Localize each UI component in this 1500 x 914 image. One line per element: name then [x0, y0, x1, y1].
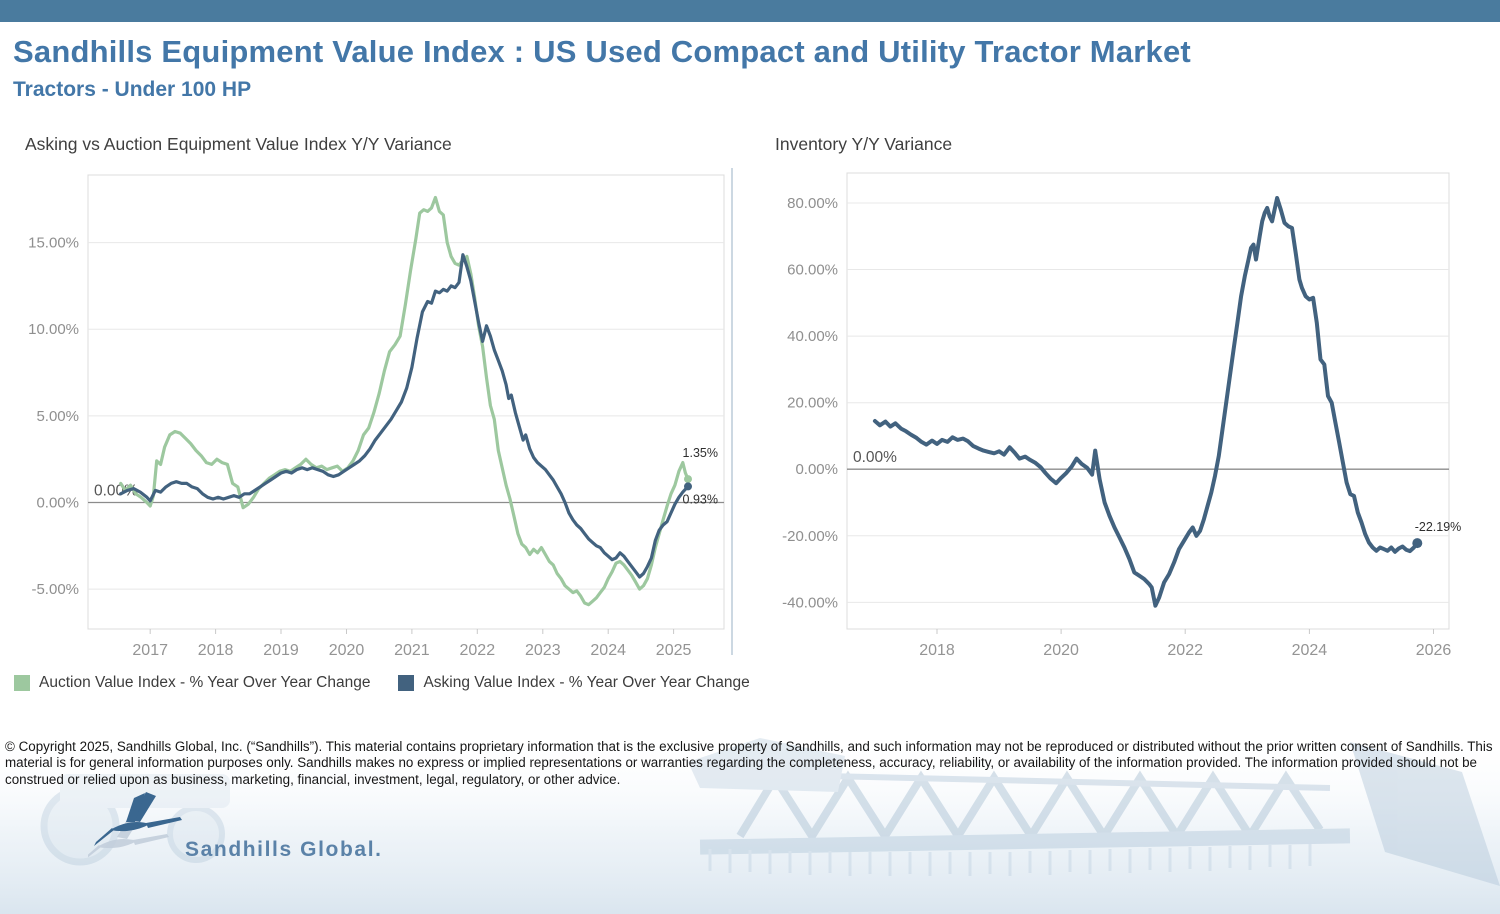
chart-divider: [731, 168, 733, 655]
page-subtitle: Tractors - Under 100 HP: [13, 78, 252, 101]
svg-text:2024: 2024: [590, 642, 626, 659]
svg-text:80.00%: 80.00%: [787, 195, 838, 212]
svg-text:0.00%: 0.00%: [36, 495, 79, 512]
chart-title-inventory-variance: Inventory Y/Y Variance: [775, 134, 953, 154]
svg-text:-40.00%: -40.00%: [782, 594, 838, 611]
crane-shape: [94, 792, 182, 846]
svg-text:2018: 2018: [919, 642, 955, 659]
asking-vs-auction-line-chart: -5.00% 0.00% 5.00% 10.00% 15.00% 2017 2018 2019…: [28, 174, 725, 659]
svg-text:2018: 2018: [198, 642, 234, 659]
legend-item-auction: Auction Value Index - % Year Over Year C…: [14, 674, 370, 692]
svg-text:2021: 2021: [394, 642, 430, 659]
chart-title-asking-vs-auction: Asking vs Auction Equipment Value Index …: [25, 134, 452, 154]
svg-text:0.00%: 0.00%: [853, 449, 897, 466]
chart-legend: Auction Value Index - % Year Over Year C…: [14, 674, 778, 692]
svg-text:20.00%: 20.00%: [787, 395, 838, 412]
sandhills-global-logo: Sandhills Global.: [81, 786, 388, 875]
chart-inventory-variance: Inventory Y/Y Variance -40.00% -20.00% 0.0…: [755, 132, 1495, 665]
svg-text:2025: 2025: [656, 642, 692, 659]
svg-text:0.93%: 0.93%: [683, 492, 718, 506]
svg-text:10.00%: 10.00%: [28, 321, 79, 338]
svg-text:-5.00%: -5.00%: [31, 581, 79, 598]
crane-logo-icon: Sandhills Global.: [81, 792, 383, 863]
inventory-variance-line-chart: -40.00% -20.00% 0.00% 20.00% 40.00% 60.00% 80.…: [782, 172, 1462, 659]
svg-text:2017: 2017: [132, 642, 168, 659]
svg-text:2022: 2022: [460, 642, 496, 659]
svg-text:2020: 2020: [329, 642, 365, 659]
legend-item-asking: Asking Value Index - % Year Over Year Ch…: [398, 674, 750, 692]
header-bar: [0, 0, 1500, 22]
logo-text: Sandhills Global.: [185, 838, 383, 861]
asking-series-label: Asking Value Index - % Year Over Year Ch…: [423, 674, 750, 691]
svg-text:1.35%: 1.35%: [683, 446, 718, 460]
svg-text:0.00%: 0.00%: [795, 461, 838, 478]
svg-text:15.00%: 15.00%: [28, 235, 79, 252]
svg-text:40.00%: 40.00%: [787, 328, 838, 345]
auction-series-label: Auction Value Index - % Year Over Year C…: [39, 674, 371, 691]
asking-series-swatch: [398, 675, 415, 691]
svg-text:5.00%: 5.00%: [36, 408, 79, 425]
svg-text:2023: 2023: [525, 642, 561, 659]
svg-text:2020: 2020: [1043, 642, 1079, 659]
svg-text:-22.19%: -22.19%: [1415, 520, 1462, 534]
svg-text:2022: 2022: [1167, 642, 1203, 659]
svg-text:-20.00%: -20.00%: [782, 528, 838, 545]
page-title: Sandhills Equipment Value Index : US Use…: [13, 34, 1191, 69]
auction-series-swatch: [14, 675, 30, 691]
svg-text:2024: 2024: [1292, 642, 1328, 659]
svg-text:2026: 2026: [1416, 642, 1452, 659]
copyright-text: © Copyright 2025, Sandhills Global, Inc.…: [5, 739, 1493, 787]
svg-text:2019: 2019: [263, 642, 299, 659]
chart-asking-vs-auction: Asking vs Auction Equipment Value Index …: [10, 132, 730, 665]
svg-text:60.00%: 60.00%: [787, 262, 838, 279]
